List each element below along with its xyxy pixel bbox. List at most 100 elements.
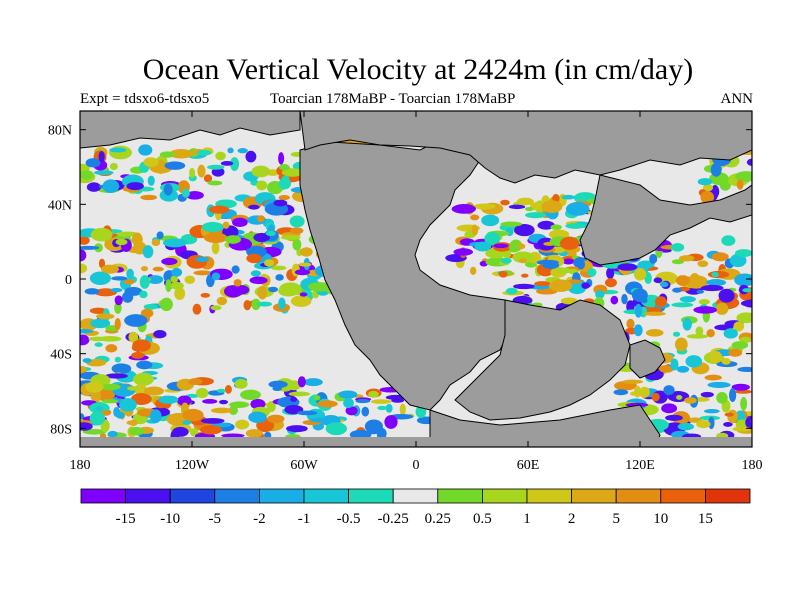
velocity-patch: [128, 426, 145, 436]
velocity-patch: [723, 422, 733, 427]
velocity-patch: [189, 428, 199, 437]
velocity-patch: [266, 414, 285, 424]
velocity-patch: [164, 161, 186, 170]
velocity-patch: [126, 420, 136, 426]
velocity-patch: [251, 165, 271, 178]
velocity-patch: [634, 303, 643, 318]
velocity-patch: [233, 279, 242, 287]
colorbar-label: -1: [298, 511, 311, 527]
velocity-patch: [689, 272, 700, 286]
velocity-patch: [131, 232, 143, 247]
velocity-patch: [139, 275, 150, 289]
velocity-patch: [229, 157, 240, 171]
velocity-patch: [711, 271, 719, 278]
colorbar-label: -0.25: [378, 511, 409, 527]
velocity-patch: [84, 288, 100, 295]
colorbar-box: [481, 488, 528, 504]
velocity-patch: [211, 272, 221, 281]
colorbar-label: 15: [698, 511, 713, 527]
velocity-patch: [257, 285, 268, 300]
velocity-patch: [283, 283, 291, 295]
velocity-patch: [671, 259, 685, 265]
velocity-patch: [721, 235, 736, 246]
velocity-patch: [385, 403, 393, 413]
colorbar-label: -2: [253, 511, 266, 527]
velocity-patch: [109, 162, 118, 171]
velocity-patch: [105, 344, 118, 353]
longitude-axis: 180 120W 60W 0 60E 120E 180: [70, 111, 763, 473]
velocity-patch: [300, 247, 313, 257]
velocity-patch: [250, 270, 261, 277]
velocity-patch: [617, 263, 638, 271]
velocity-patch: [248, 204, 260, 210]
velocity-patch: [740, 300, 752, 307]
velocity-patch: [80, 235, 90, 245]
velocity-patch: [249, 276, 268, 285]
velocity-patch: [702, 184, 714, 192]
velocity-patch: [192, 303, 202, 315]
velocity-patch: [224, 235, 242, 244]
velocity-patch: [505, 287, 518, 295]
velocity-patch: [512, 251, 534, 264]
velocity-patch: [559, 236, 580, 250]
velocity-patch: [633, 267, 647, 281]
velocity-patch: [88, 336, 108, 342]
velocity-patch: [123, 279, 135, 285]
velocity-patch: [216, 388, 226, 393]
velocity-patch: [368, 390, 379, 398]
velocity-patch: [245, 429, 263, 438]
velocity-patch: [516, 197, 534, 206]
velocity-patch: [696, 289, 704, 294]
velocity-patch: [95, 313, 115, 320]
velocity-patch: [661, 403, 678, 414]
velocity-patch: [737, 366, 752, 373]
velocity-patch: [82, 358, 92, 363]
velocity-patch: [481, 214, 500, 227]
velocity-patch: [622, 379, 644, 384]
lon-tick-label: 120W: [175, 458, 210, 473]
velocity-patch: [634, 385, 641, 398]
velocity-patch: [697, 260, 709, 268]
colorbar-box: [660, 488, 706, 504]
velocity-patch: [745, 415, 752, 430]
velocity-patch: [677, 422, 695, 431]
velocity-patch: [641, 297, 648, 304]
lat-tick-label: 0: [65, 273, 72, 288]
velocity-patch: [643, 311, 666, 316]
velocity-patch: [177, 395, 192, 407]
velocity-patch: [195, 387, 209, 399]
velocity-patch: [111, 276, 128, 281]
colorbar-label: 5: [612, 511, 620, 527]
velocity-patch: [704, 374, 722, 381]
velocity-patch: [115, 238, 128, 246]
velocity-patch: [338, 390, 358, 399]
velocity-patch: [111, 363, 132, 374]
velocity-patch: [675, 395, 683, 400]
velocity-patch: [124, 314, 148, 327]
velocity-patch: [170, 275, 179, 283]
velocity-patch: [151, 238, 161, 246]
velocity-patch: [534, 281, 551, 287]
velocity-patch: [224, 385, 232, 394]
colorbar-label: -5: [209, 511, 222, 527]
velocity-patch: [143, 157, 159, 167]
velocity-patch: [645, 329, 664, 337]
velocity-patch: [697, 178, 713, 186]
velocity-patch: [221, 433, 245, 438]
velocity-patch: [208, 205, 230, 214]
velocity-patch: [709, 351, 723, 364]
lat-tick-label: 80N: [48, 124, 72, 139]
velocity-patch: [399, 403, 406, 416]
velocity-patch: [85, 158, 101, 168]
velocity-patch: [711, 252, 729, 262]
velocity-patch: [294, 269, 311, 276]
velocity-patch: [245, 150, 257, 163]
velocity-patch: [706, 279, 727, 287]
velocity-patch: [182, 419, 192, 425]
velocity-patch: [200, 292, 211, 298]
colorbar-box: [615, 488, 662, 504]
velocity-patch: [663, 385, 675, 396]
velocity-patch: [307, 282, 332, 292]
velocity-patch: [552, 193, 560, 203]
